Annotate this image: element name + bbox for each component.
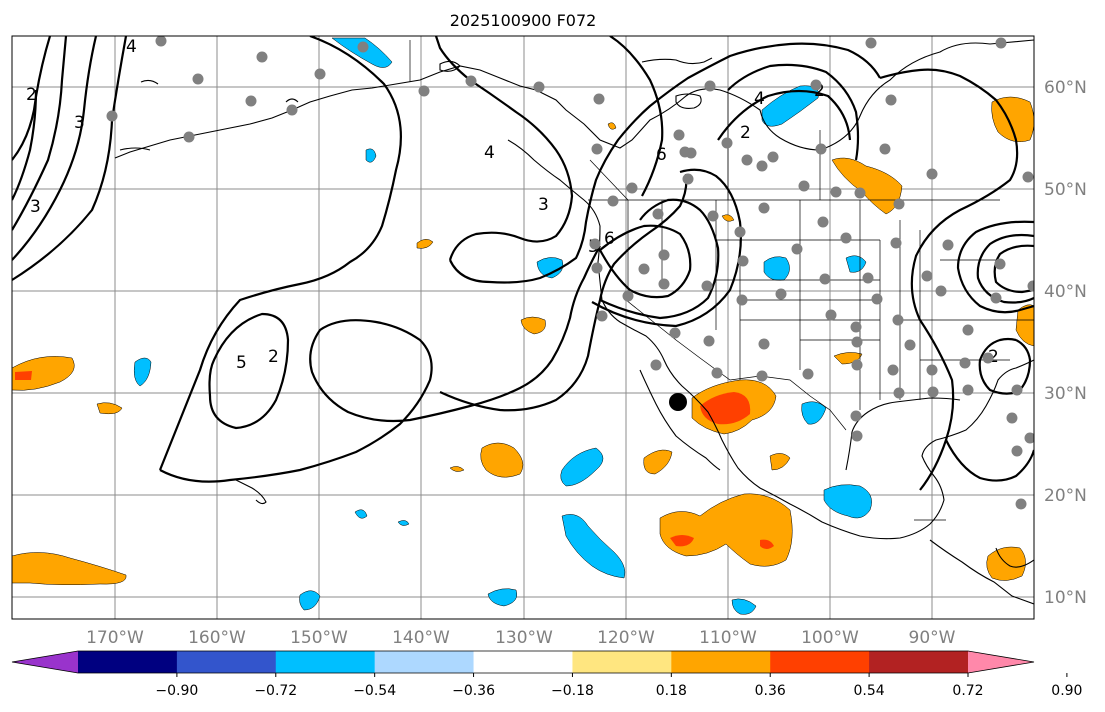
colorbar-tick-label: −0.54 — [353, 683, 396, 699]
colorbar-segment — [572, 651, 672, 673]
lat-label: 30°N — [1044, 384, 1087, 404]
map-title: 2025100900 F072 — [450, 11, 597, 30]
colorbar-tick-label: 0.54 — [854, 683, 885, 699]
contour-label: 2 — [814, 81, 825, 101]
contour-label: 2 — [268, 347, 279, 367]
lat-label: 10°N — [1044, 588, 1087, 608]
lon-label: 160°W — [188, 628, 246, 648]
storm-center-marker — [669, 393, 687, 411]
political-borders — [409, 40, 1034, 521]
latitude-labels: 60°N 50°N 40°N 30°N 20°N 10°N — [1044, 78, 1087, 608]
contour-label: 6 — [656, 145, 667, 165]
colorbar-tick-label: −0.36 — [452, 683, 495, 699]
contour-label: 5 — [236, 353, 247, 373]
contour-label: 4 — [754, 89, 765, 109]
contour-label: 3 — [74, 113, 85, 133]
lon-label: 140°W — [392, 628, 450, 648]
lon-label: 100°W — [801, 628, 859, 648]
lon-label: 150°W — [290, 628, 348, 648]
map-area: 2 3 2 5 3 4 5 6 2 4 6 2 3 2 4 2 — [12, 36, 1034, 619]
contour-label: 6 — [604, 229, 615, 249]
lat-label: 20°N — [1044, 486, 1087, 506]
station-dots — [106, 36, 1034, 510]
contour-label: 4 — [126, 37, 137, 57]
colorbar-segment — [671, 651, 771, 673]
colorbar-tick-label: 0.18 — [656, 683, 687, 699]
colorbar-segment — [473, 651, 573, 673]
contour-label: 2 — [988, 347, 999, 367]
colorbar-segment — [374, 651, 475, 673]
longitude-labels: 170°W 160°W 150°W 140°W 130°W 120°W 110°… — [86, 628, 956, 648]
lon-label: 130°W — [495, 628, 553, 648]
contours — [12, 36, 1034, 491]
contour-label: 2 — [740, 123, 751, 143]
colorbar-extension-low — [12, 651, 78, 673]
lon-label: 110°W — [699, 628, 757, 648]
contour-label: 4 — [484, 143, 495, 163]
lon-label: 90°W — [909, 628, 956, 648]
colorbar-extension-high — [968, 651, 1034, 673]
colorbar-segment — [770, 651, 870, 673]
colorbar-tick-label: 0.36 — [755, 683, 786, 699]
colorbar-tick-label: −0.18 — [551, 683, 594, 699]
lon-label: 120°W — [597, 628, 655, 648]
lon-label: 170°W — [86, 628, 144, 648]
colorbar-tick-label: 0.90 — [1051, 683, 1082, 699]
colorbar-segment — [869, 651, 969, 673]
lat-label: 50°N — [1044, 180, 1087, 200]
contour-label: 3 — [30, 197, 41, 217]
colorbar: −0.90 −0.72 −0.54 −0.36 −0.18 0.18 0.36 0.54 0.7… — [11, 650, 1082, 699]
colorbar-tick-label: −0.90 — [155, 683, 198, 699]
colorbar-tick-label: −0.72 — [254, 683, 297, 699]
map-frame — [11, 35, 1035, 620]
contour-label: 2 — [26, 85, 37, 105]
colorbar-outline — [11, 650, 1035, 674]
colorbar-segment — [176, 651, 277, 673]
lat-label: 60°N — [1044, 78, 1087, 98]
colorbar-tick-label: 0.72 — [952, 683, 983, 699]
colorbar-segment — [78, 651, 178, 673]
colorbar-segment — [275, 651, 376, 673]
contour-label: 3 — [538, 195, 549, 215]
lat-label: 40°N — [1044, 282, 1087, 302]
